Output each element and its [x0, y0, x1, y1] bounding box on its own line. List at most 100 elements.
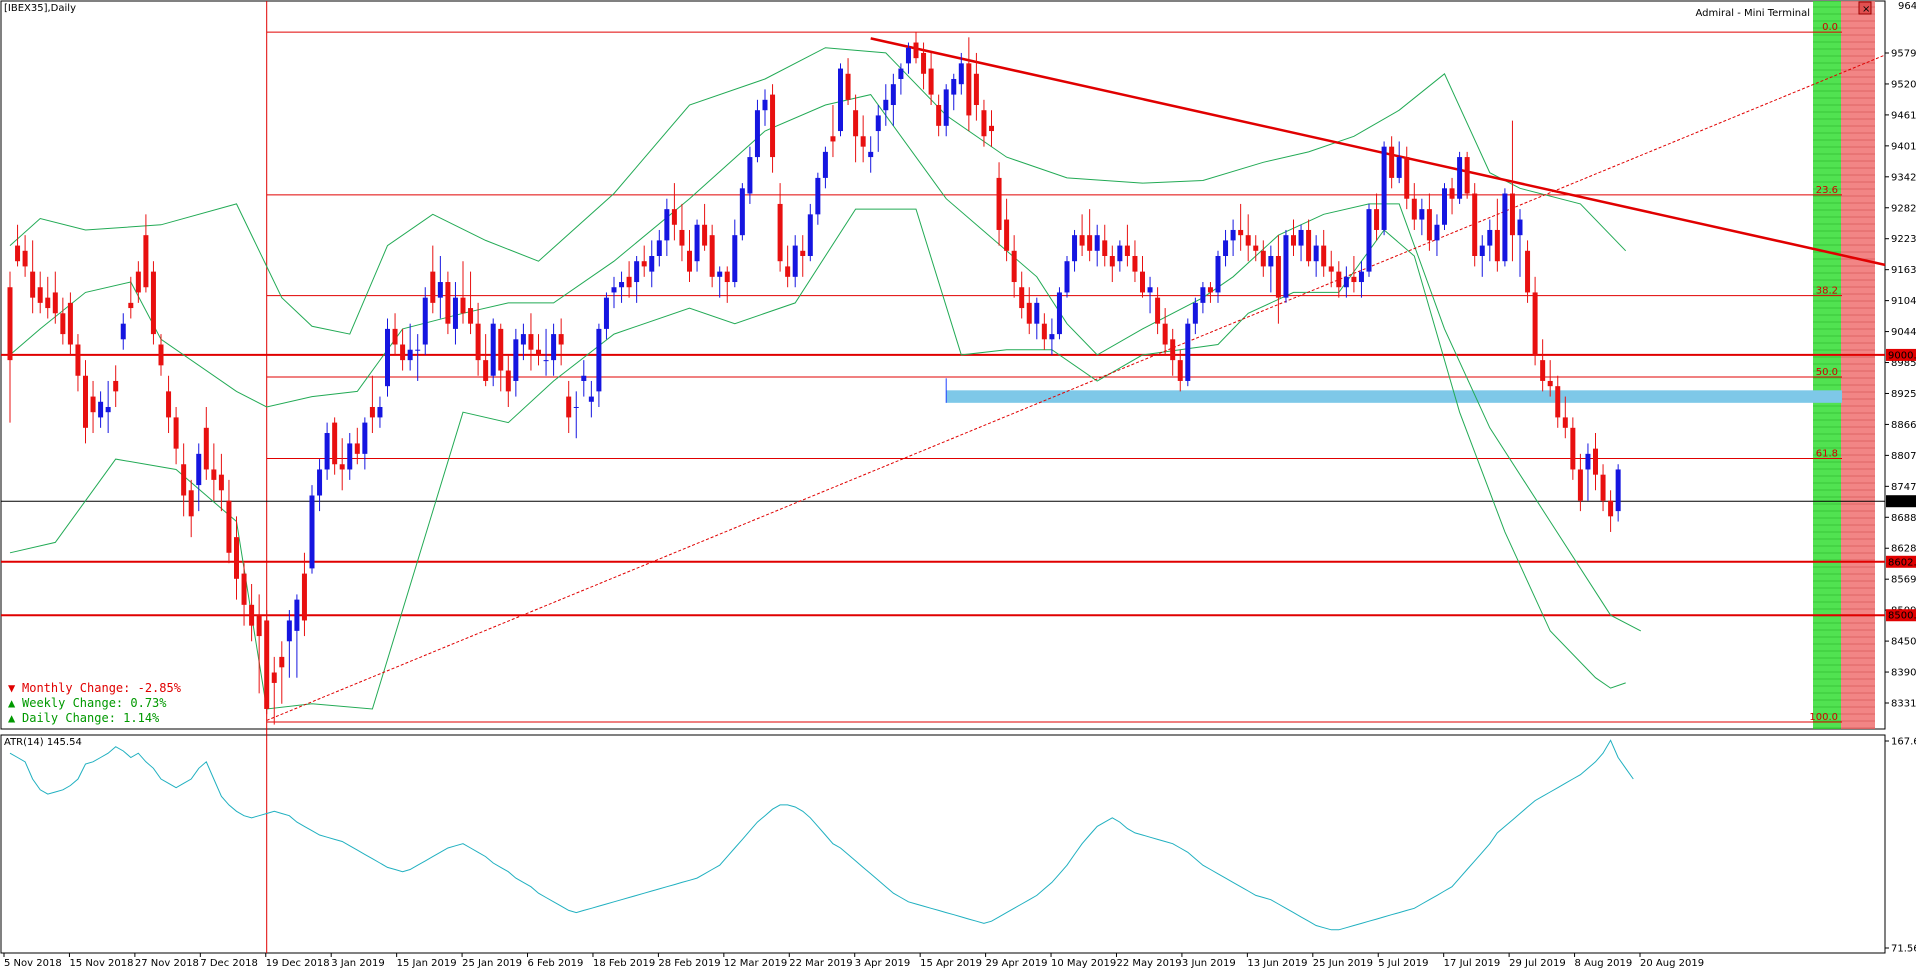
candle-bearish[interactable]: [1140, 271, 1145, 293]
candle-bullish[interactable]: [1615, 469, 1621, 512]
candle-bullish[interactable]: [377, 406, 383, 418]
candle-bullish[interactable]: [1230, 229, 1236, 241]
candle-bearish[interactable]: [1547, 380, 1553, 387]
candle-bullish[interactable]: [1434, 224, 1440, 241]
candle-bullish[interactable]: [1185, 323, 1191, 381]
candle-bearish[interactable]: [271, 672, 277, 683]
candle-bearish[interactable]: [921, 52, 927, 74]
candle-bearish[interactable]: [1577, 469, 1583, 501]
candle-bullish[interactable]: [611, 287, 617, 293]
candle-bullish[interactable]: [1298, 229, 1304, 246]
candle-bearish[interactable]: [1525, 250, 1531, 293]
candle-bearish[interactable]: [226, 500, 232, 553]
candle-bullish[interactable]: [664, 209, 670, 241]
candle-bullish[interactable]: [717, 271, 723, 277]
candle-bearish[interactable]: [1426, 209, 1432, 241]
candle-bullish[interactable]: [1192, 302, 1198, 324]
candle-bearish[interactable]: [1011, 250, 1017, 283]
candle-bearish[interactable]: [400, 344, 406, 361]
candle-bearish[interactable]: [1207, 287, 1213, 293]
candle-bullish[interactable]: [1147, 287, 1153, 293]
candle-bearish[interactable]: [143, 235, 149, 288]
candle-bearish[interactable]: [1562, 417, 1568, 428]
candle-bearish[interactable]: [641, 261, 647, 267]
candle-bearish[interactable]: [1608, 500, 1614, 517]
candle-bearish[interactable]: [1328, 266, 1334, 272]
candle-bullish[interactable]: [890, 84, 896, 106]
candle-bearish[interactable]: [128, 302, 134, 309]
candle-bearish[interactable]: [1124, 245, 1130, 256]
candle-bearish[interactable]: [234, 537, 239, 579]
candle-bearish[interactable]: [241, 573, 247, 605]
candle-bullish[interactable]: [868, 151, 874, 158]
candle-bearish[interactable]: [468, 308, 474, 324]
candle-bullish[interactable]: [875, 115, 881, 132]
candle-bearish[interactable]: [505, 370, 511, 392]
candle-bullish[interactable]: [838, 68, 843, 132]
candle-bearish[interactable]: [1494, 229, 1500, 262]
candle-bullish[interactable]: [762, 99, 768, 111]
candle-bearish[interactable]: [1411, 198, 1417, 220]
candle-bearish[interactable]: [770, 94, 776, 158]
candle-bullish[interactable]: [1502, 193, 1508, 262]
candle-bearish[interactable]: [1593, 448, 1598, 475]
candle-bullish[interactable]: [1366, 209, 1372, 272]
candle-bearish[interactable]: [558, 334, 564, 345]
candle-bullish[interactable]: [452, 297, 458, 329]
candle-bullish[interactable]: [747, 157, 753, 194]
candle-bearish[interactable]: [1532, 292, 1538, 355]
candle-bullish[interactable]: [1517, 219, 1523, 236]
candle-bearish[interactable]: [626, 276, 632, 288]
candle-bullish[interactable]: [649, 255, 655, 272]
candle-bullish[interactable]: [324, 433, 330, 470]
candle-bullish[interactable]: [362, 422, 368, 454]
candle-bearish[interactable]: [528, 334, 534, 350]
candle-bullish[interactable]: [1049, 334, 1055, 340]
candle-bearish[interactable]: [981, 110, 987, 137]
candle-bullish[interactable]: [105, 406, 111, 413]
candle-bullish[interactable]: [1442, 188, 1447, 225]
candle-bullish[interactable]: [1268, 255, 1274, 267]
candle-bullish[interactable]: [1064, 261, 1070, 293]
candle-bearish[interactable]: [1464, 157, 1470, 194]
candle-bearish[interactable]: [1245, 235, 1251, 246]
candle-bearish[interactable]: [279, 656, 285, 668]
candle-bullish[interactable]: [98, 401, 104, 418]
candle-bearish[interactable]: [566, 396, 572, 418]
candle-bullish[interactable]: [619, 282, 625, 288]
candle-bearish[interactable]: [166, 391, 172, 418]
candle-bearish[interactable]: [1389, 146, 1395, 178]
candle-bullish[interactable]: [898, 68, 904, 79]
candle-bearish[interactable]: [52, 292, 58, 314]
candle-bullish[interactable]: [694, 224, 700, 262]
candle-bearish[interactable]: [83, 375, 88, 428]
candle-bearish[interactable]: [702, 224, 708, 246]
candle-bearish[interactable]: [853, 110, 859, 137]
candle-bullish[interactable]: [951, 78, 957, 95]
candle-bearish[interactable]: [135, 271, 141, 293]
candle-bullish[interactable]: [196, 453, 202, 486]
candle-bearish[interactable]: [1162, 323, 1168, 345]
candle-bullish[interactable]: [1479, 245, 1485, 256]
candle-bullish[interactable]: [1215, 255, 1221, 293]
candle-bearish[interactable]: [249, 604, 255, 626]
candle-bearish[interactable]: [445, 282, 451, 324]
candle-bearish[interactable]: [211, 469, 217, 480]
candle-bearish[interactable]: [996, 177, 1002, 230]
candle-bearish[interactable]: [1109, 255, 1115, 267]
candle-bearish[interactable]: [1041, 323, 1047, 340]
candle-bullish[interactable]: [573, 406, 579, 408]
candle-bearish[interactable]: [936, 105, 942, 126]
candle-bearish[interactable]: [966, 63, 972, 116]
candle-bearish[interactable]: [1253, 245, 1259, 251]
candle-bearish[interactable]: [1449, 188, 1455, 199]
candle-bearish[interactable]: [369, 406, 375, 418]
candle-bearish[interactable]: [724, 271, 730, 283]
candle-bullish[interactable]: [513, 339, 519, 381]
candle-bearish[interactable]: [475, 323, 481, 361]
candle-bearish[interactable]: [1238, 229, 1244, 236]
candle-bullish[interactable]: [437, 282, 443, 298]
candle-bearish[interactable]: [1540, 360, 1546, 381]
candle-bearish[interactable]: [536, 349, 541, 355]
